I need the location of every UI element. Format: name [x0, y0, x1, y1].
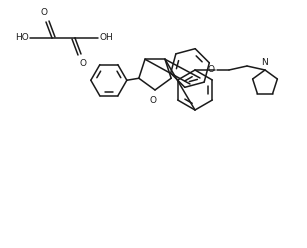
Text: O: O: [150, 96, 157, 105]
Text: O: O: [41, 8, 48, 17]
Text: HO: HO: [15, 33, 29, 42]
Text: N: N: [262, 58, 268, 67]
Text: O: O: [80, 59, 87, 68]
Text: OH: OH: [99, 33, 113, 42]
Text: O: O: [208, 65, 215, 74]
